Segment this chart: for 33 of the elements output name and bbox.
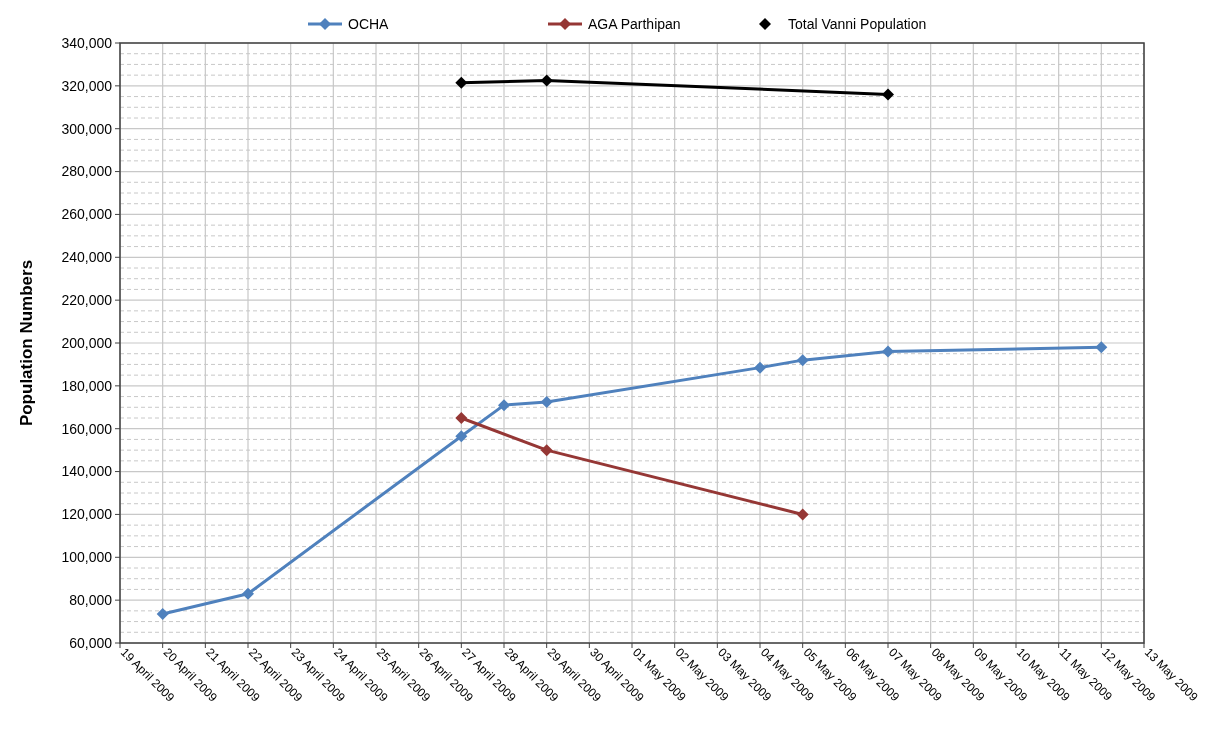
y-tick-label: 340,000: [61, 34, 113, 51]
legend-label: AGA Parthipan: [588, 15, 681, 32]
point: [796, 508, 809, 521]
point: [540, 444, 553, 457]
y-tick-label: 220,000: [61, 292, 113, 309]
y-tick-label: 280,000: [61, 163, 113, 180]
point: [540, 395, 553, 408]
y-tick-label: 120,000: [61, 506, 113, 523]
y-tick-label: 300,000: [61, 120, 113, 137]
point: [498, 399, 510, 412]
y-tick-label: 100,000: [61, 549, 113, 566]
point: [754, 361, 766, 374]
point: [540, 74, 553, 87]
y-tick-label: 200,000: [61, 334, 113, 351]
y-tick-label: 80,000: [69, 592, 113, 609]
legend-label: Total Vanni Population: [788, 15, 927, 32]
y-tick-label: 60,000: [69, 634, 113, 651]
legend-label: OCHA: [348, 15, 390, 32]
point: [882, 88, 894, 101]
y-axis-title: Population Numbers: [17, 259, 36, 427]
y-tick-label: 140,000: [61, 463, 113, 480]
y-tick-label: 160,000: [61, 420, 113, 437]
y-tick-label: 320,000: [61, 77, 113, 94]
point: [882, 345, 894, 358]
point: [156, 608, 169, 621]
y-tick-label: 180,000: [61, 377, 113, 394]
y-tick-label: 260,000: [61, 206, 113, 223]
point: [796, 354, 809, 367]
point: [242, 587, 254, 600]
y-tick-label: 240,000: [61, 249, 113, 266]
point: [1095, 341, 1108, 354]
point: [455, 430, 468, 443]
point: [455, 412, 468, 424]
